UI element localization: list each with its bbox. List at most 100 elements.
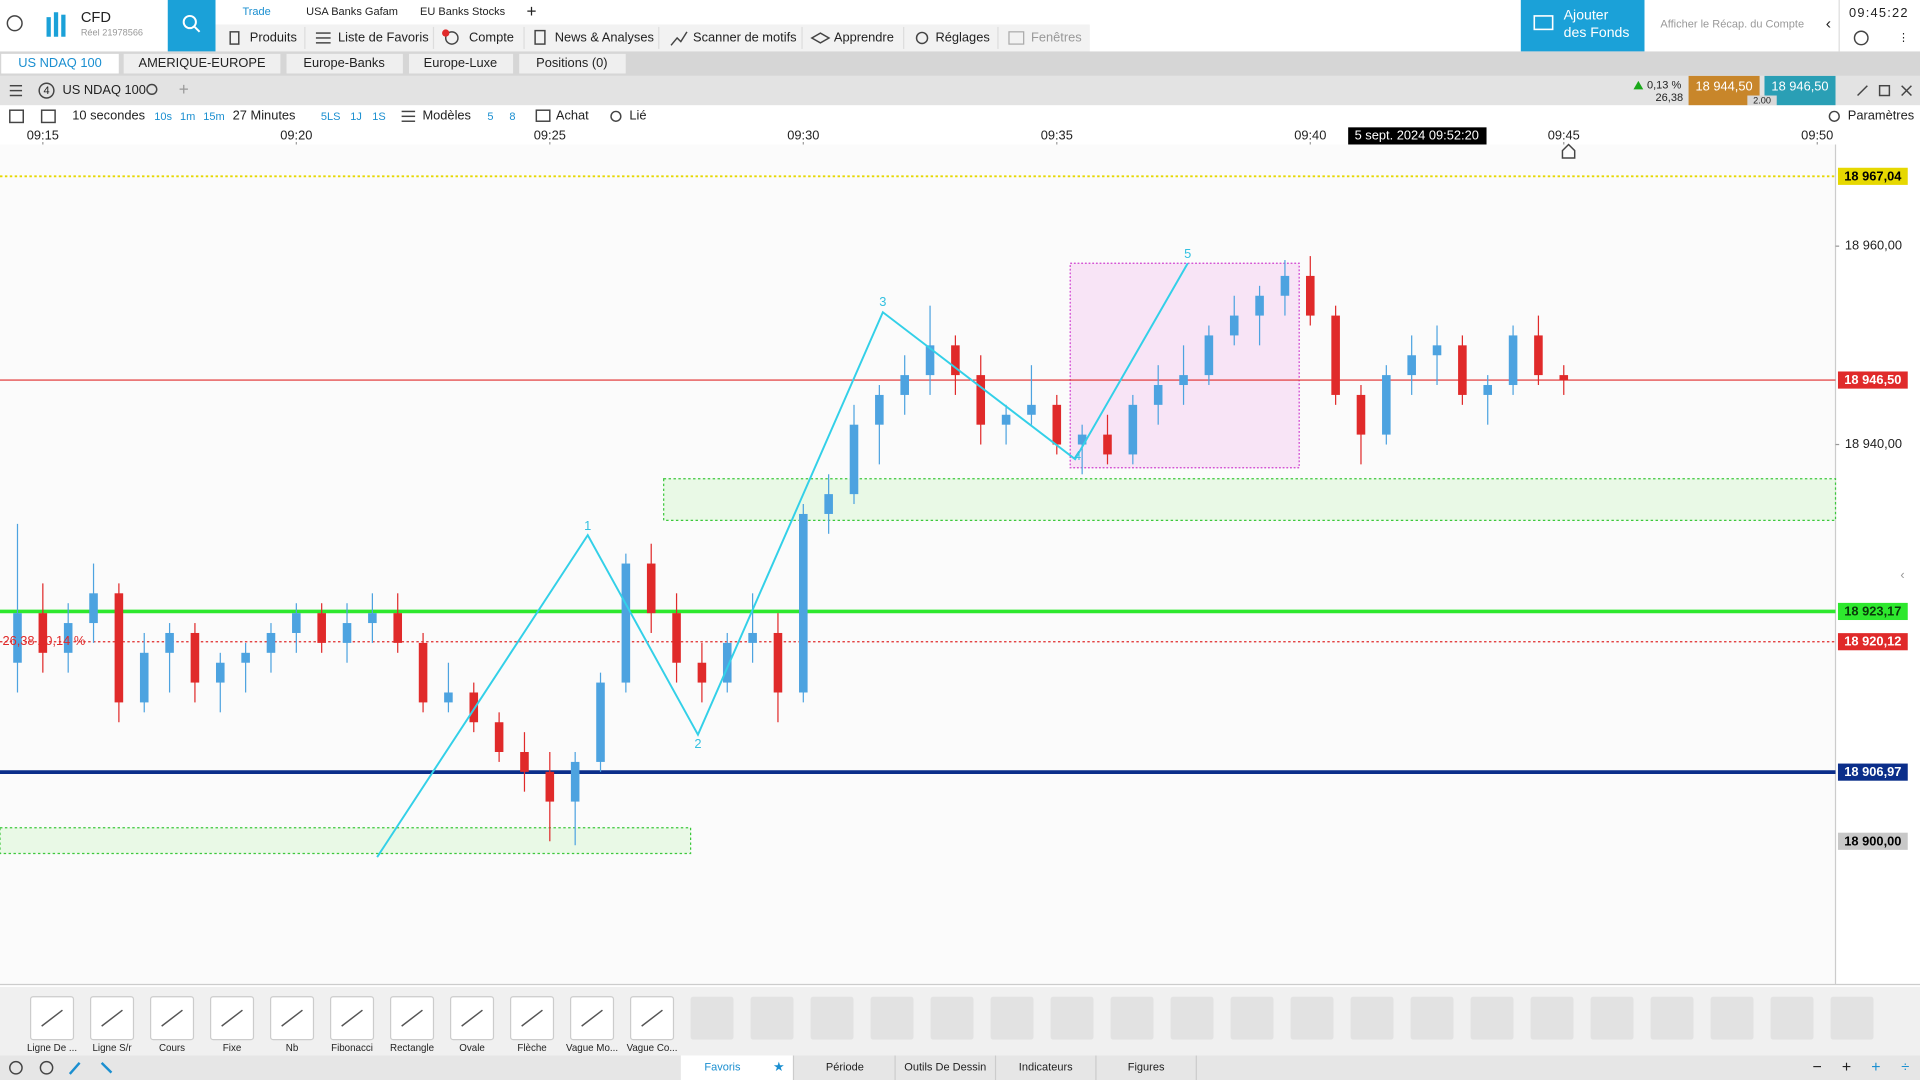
price-label-box [1837,602,1908,621]
watchlist-tab[interactable] [408,53,514,74]
menu-item[interactable]: Réglages [936,29,990,44]
tool-placeholder [930,996,974,1040]
models[interactable]: Modèles [422,108,471,123]
tool-glyph [221,1009,243,1027]
price-label: 18 946,50 [1844,372,1901,387]
number-button[interactable]: 8 [509,111,515,123]
add-funds-label: des Fonds [1564,24,1630,40]
fit[interactable]: ÷ [1901,1060,1909,1076]
favorite-star[interactable]: ★ [773,1059,785,1074]
info-icon[interactable] [1853,30,1869,46]
candle-body [1432,345,1442,356]
menu-item[interactable]: Apprendre [834,29,894,44]
collapse[interactable]: ‹ [1826,16,1831,33]
range[interactable]: 27 Minutes [233,108,296,123]
menu-item[interactable]: News & Analyses [555,29,654,44]
bottom-tab[interactable]: Indicateurs [1019,1062,1073,1074]
price-label-box [1837,371,1908,389]
instrument-search[interactable] [146,83,158,96]
chart-toolbar [0,105,1920,128]
candle-body [444,692,453,703]
zoom-in[interactable]: + [1842,1059,1851,1076]
clear-icon[interactable] [39,1060,54,1075]
candle-body [1508,335,1518,386]
magnet-icon[interactable] [100,1061,113,1074]
interval-button[interactable]: 1m [180,111,195,123]
top-tab[interactable]: USA Banks Gafam [306,6,398,18]
toolbar-icon[interactable] [9,109,24,124]
range-button[interactable]: 1S [372,111,385,123]
tool-placeholder [1410,996,1454,1040]
menu-icon [229,31,240,45]
add-tab[interactable]: + [527,1,537,21]
chart-header [0,75,1920,106]
tool-label: Flèche [517,1043,546,1054]
tool-glyph [281,1009,303,1027]
interval-button[interactable]: 10s [154,111,172,123]
toolbar-icon[interactable] [40,109,56,124]
menu-item[interactable]: Compte [469,29,514,44]
tool-label: Ovale [459,1043,485,1054]
top-tab[interactable]: Trade [242,6,270,18]
search-button[interactable] [167,0,216,52]
candle-body [722,642,732,683]
interval-button[interactable]: 15m [203,111,224,123]
watchlist-tab[interactable] [286,53,403,74]
tool-label: Nb [286,1043,299,1054]
menu-icon [534,29,546,45]
range-button[interactable]: 1J [350,111,362,123]
hamburger-icon[interactable] [9,84,23,97]
menu-bar [215,24,1090,52]
price-axis [1835,144,1920,985]
range-button[interactable]: 5LS [321,111,341,123]
bottom-tab[interactable]: Période [826,1062,864,1074]
clock: 09:45:22 [1849,5,1909,20]
interval[interactable]: 10 secondes [72,108,145,123]
candle-body [799,513,808,693]
settings[interactable]: Paramètres [1848,108,1914,123]
refresh-icon[interactable] [9,1060,23,1075]
menu-dots[interactable]: ⋮ [1898,32,1909,44]
candle-body [1305,275,1315,316]
wave-label: 2 [694,736,701,751]
x-tick-label: 09:15 [27,127,59,142]
menu-item[interactable]: Scanner de motifs [693,29,797,44]
add-chart[interactable]: + [179,79,189,99]
menu-item[interactable]: Liste de Favoris [338,29,429,44]
bottom-tab[interactable]: Favoris [704,1062,741,1074]
pen-icon[interactable] [68,1062,81,1075]
menu-item[interactable]: Produits [250,29,297,44]
candle-body [1229,315,1239,336]
bottom-tab[interactable]: Outils De Dessin [904,1062,986,1074]
watchlist-tab[interactable] [123,53,281,74]
account-recap[interactable]: Afficher le Récap. du Compte [1660,18,1804,30]
buy[interactable]: Achat [556,108,589,123]
crosshair[interactable]: + [1871,1059,1880,1076]
home-icon[interactable] [1561,143,1576,159]
cursor-label: 5 sept. 2024 09:52:20 [1355,127,1479,142]
top-tab[interactable]: EU Banks Stocks [420,6,506,18]
add-funds-label: Ajouter [1564,7,1609,23]
candle-body [1179,375,1188,386]
linked[interactable]: Lié [629,108,646,123]
wallet-icon [1533,15,1554,31]
candle-body [773,632,783,693]
window-icons[interactable] [1857,84,1912,97]
candle-body [1153,385,1163,405]
scroll-handle[interactable]: ‹ [1900,567,1904,582]
user-icon[interactable] [6,15,23,32]
number-button[interactable]: 5 [487,111,493,123]
tool-placeholder [690,996,734,1040]
bottom-tab[interactable]: Figures [1128,1062,1165,1074]
candle-body [1280,275,1290,296]
watchlist-tab[interactable] [1,53,119,74]
candle-body [570,761,580,802]
watchlist-tab[interactable] [519,53,626,74]
add-funds-button[interactable] [1520,0,1645,52]
menu-separators [304,26,999,49]
price-label: 18 967,04 [1844,168,1902,183]
tool-label: Ligne De ... [27,1043,77,1054]
x-tick-label: 09:20 [280,127,312,142]
spread-box [1747,95,1777,107]
zoom-out[interactable]: − [1812,1059,1821,1076]
